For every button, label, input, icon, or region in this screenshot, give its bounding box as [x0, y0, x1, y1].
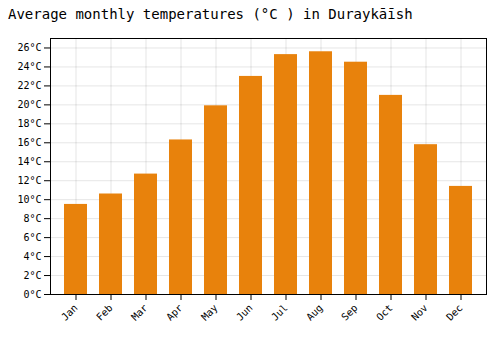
svg-text:2°C: 2°C [23, 270, 41, 281]
svg-text:May: May [199, 302, 220, 323]
svg-text:18°C: 18°C [17, 118, 41, 129]
svg-text:Jul: Jul [269, 302, 290, 323]
svg-text:Apr: Apr [164, 302, 185, 323]
svg-text:Sep: Sep [339, 302, 360, 323]
svg-text:6°C: 6°C [23, 232, 41, 243]
svg-text:12°C: 12°C [17, 175, 41, 186]
svg-text:Jan: Jan [59, 302, 80, 323]
svg-text:14°C: 14°C [17, 156, 41, 167]
svg-text:22°C: 22°C [17, 80, 41, 91]
svg-text:10°C: 10°C [17, 194, 41, 205]
svg-text:0°C: 0°C [23, 289, 41, 300]
svg-text:Aug: Aug [304, 302, 325, 323]
svg-text:4°C: 4°C [23, 251, 41, 262]
svg-text:26°C: 26°C [17, 42, 41, 53]
html-text:Average monthly temperatures (: Average monthly temperatures (°C ) in Du… [8, 6, 413, 22]
svg-text:Jun: Jun [234, 302, 255, 323]
svg-text:Dec: Dec [444, 302, 465, 323]
svg-text:8°C: 8°C [23, 213, 41, 224]
svg-text:24°C: 24°C [17, 61, 41, 72]
svg-text:Nov: Nov [409, 302, 430, 323]
svg-text:Oct: Oct [374, 302, 395, 323]
svg-text:16°C: 16°C [17, 137, 41, 148]
svg-text:20°C: 20°C [17, 99, 41, 110]
svg-text:Mar: Mar [129, 302, 150, 323]
svg-text:Feb: Feb [94, 302, 115, 323]
